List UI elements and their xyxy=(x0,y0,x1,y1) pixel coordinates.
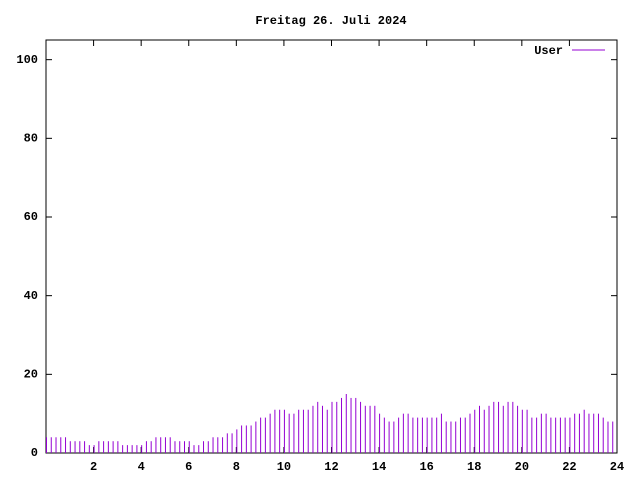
y-tick-label: 100 xyxy=(16,53,38,67)
x-tick-label: 14 xyxy=(372,460,386,474)
x-tick-label: 20 xyxy=(515,460,529,474)
x-tick-label: 12 xyxy=(324,460,338,474)
x-tick-label: 4 xyxy=(138,460,145,474)
legend-label: User xyxy=(534,44,563,58)
x-tick-label: 6 xyxy=(185,460,192,474)
x-tick-label: 2 xyxy=(90,460,97,474)
x-tick-label: 22 xyxy=(562,460,576,474)
y-tick-label: 60 xyxy=(24,210,38,224)
x-tick-label: 24 xyxy=(610,460,624,474)
x-tick-label: 18 xyxy=(467,460,481,474)
y-tick-label: 0 xyxy=(31,446,38,460)
y-tick-label: 20 xyxy=(24,368,38,382)
x-tick-label: 10 xyxy=(277,460,291,474)
x-tick-label: 16 xyxy=(419,460,433,474)
y-tick-label: 80 xyxy=(24,132,38,146)
y-tick-label: 40 xyxy=(24,289,38,303)
chart-title: Freitag 26. Juli 2024 xyxy=(255,14,406,28)
x-tick-label: 8 xyxy=(233,460,240,474)
